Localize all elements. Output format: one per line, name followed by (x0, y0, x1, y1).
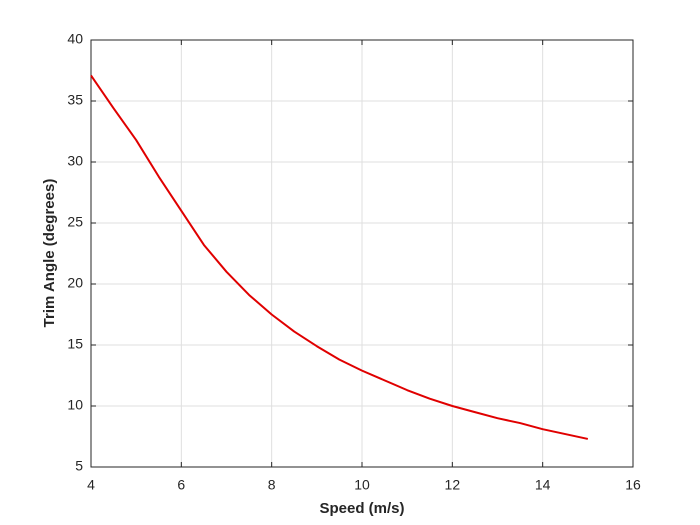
x-tick-label: 6 (177, 477, 185, 493)
y-tick-label: 5 (75, 458, 83, 474)
x-tick-label: 14 (535, 477, 551, 493)
x-tick-label: 8 (268, 477, 276, 493)
y-tick-label: 30 (67, 153, 83, 169)
x-tick-label: 12 (445, 477, 461, 493)
y-tick-label: 20 (67, 275, 83, 291)
x-tick-label: 4 (87, 477, 95, 493)
data-line (90, 74, 589, 440)
y-tick-label: 10 (67, 397, 83, 413)
y-tick-label: 40 (67, 31, 83, 47)
y-tick-label: 35 (67, 92, 83, 108)
x-axis-label: Speed (m/s) (319, 500, 404, 517)
axes-box (90, 39, 634, 468)
x-tick-label: 16 (625, 477, 641, 493)
x-tick-label: 10 (354, 477, 370, 493)
y-axis-label: Trim Angle (degrees) (41, 179, 58, 328)
y-tick-label: 15 (67, 336, 83, 352)
y-tick-label: 25 (67, 214, 83, 230)
